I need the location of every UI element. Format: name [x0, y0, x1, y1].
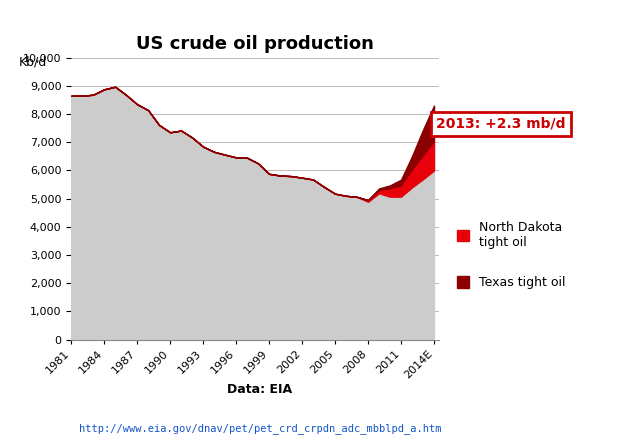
Title: US crude oil production: US crude oil production: [136, 36, 374, 53]
Text: Kb/d: Kb/d: [19, 56, 47, 68]
Text: http://www.eia.gov/dnav/pet/pet_crd_crpdn_adc_mbblpd_a.htm: http://www.eia.gov/dnav/pet/pet_crd_crpd…: [79, 423, 441, 434]
Text: Data: EIA: Data: EIA: [227, 383, 293, 396]
Legend: North Dakota
tight oil, Texas tight oil: North Dakota tight oil, Texas tight oil: [457, 221, 566, 289]
Text: 2013: +2.3 mb/d: 2013: +2.3 mb/d: [436, 117, 566, 131]
